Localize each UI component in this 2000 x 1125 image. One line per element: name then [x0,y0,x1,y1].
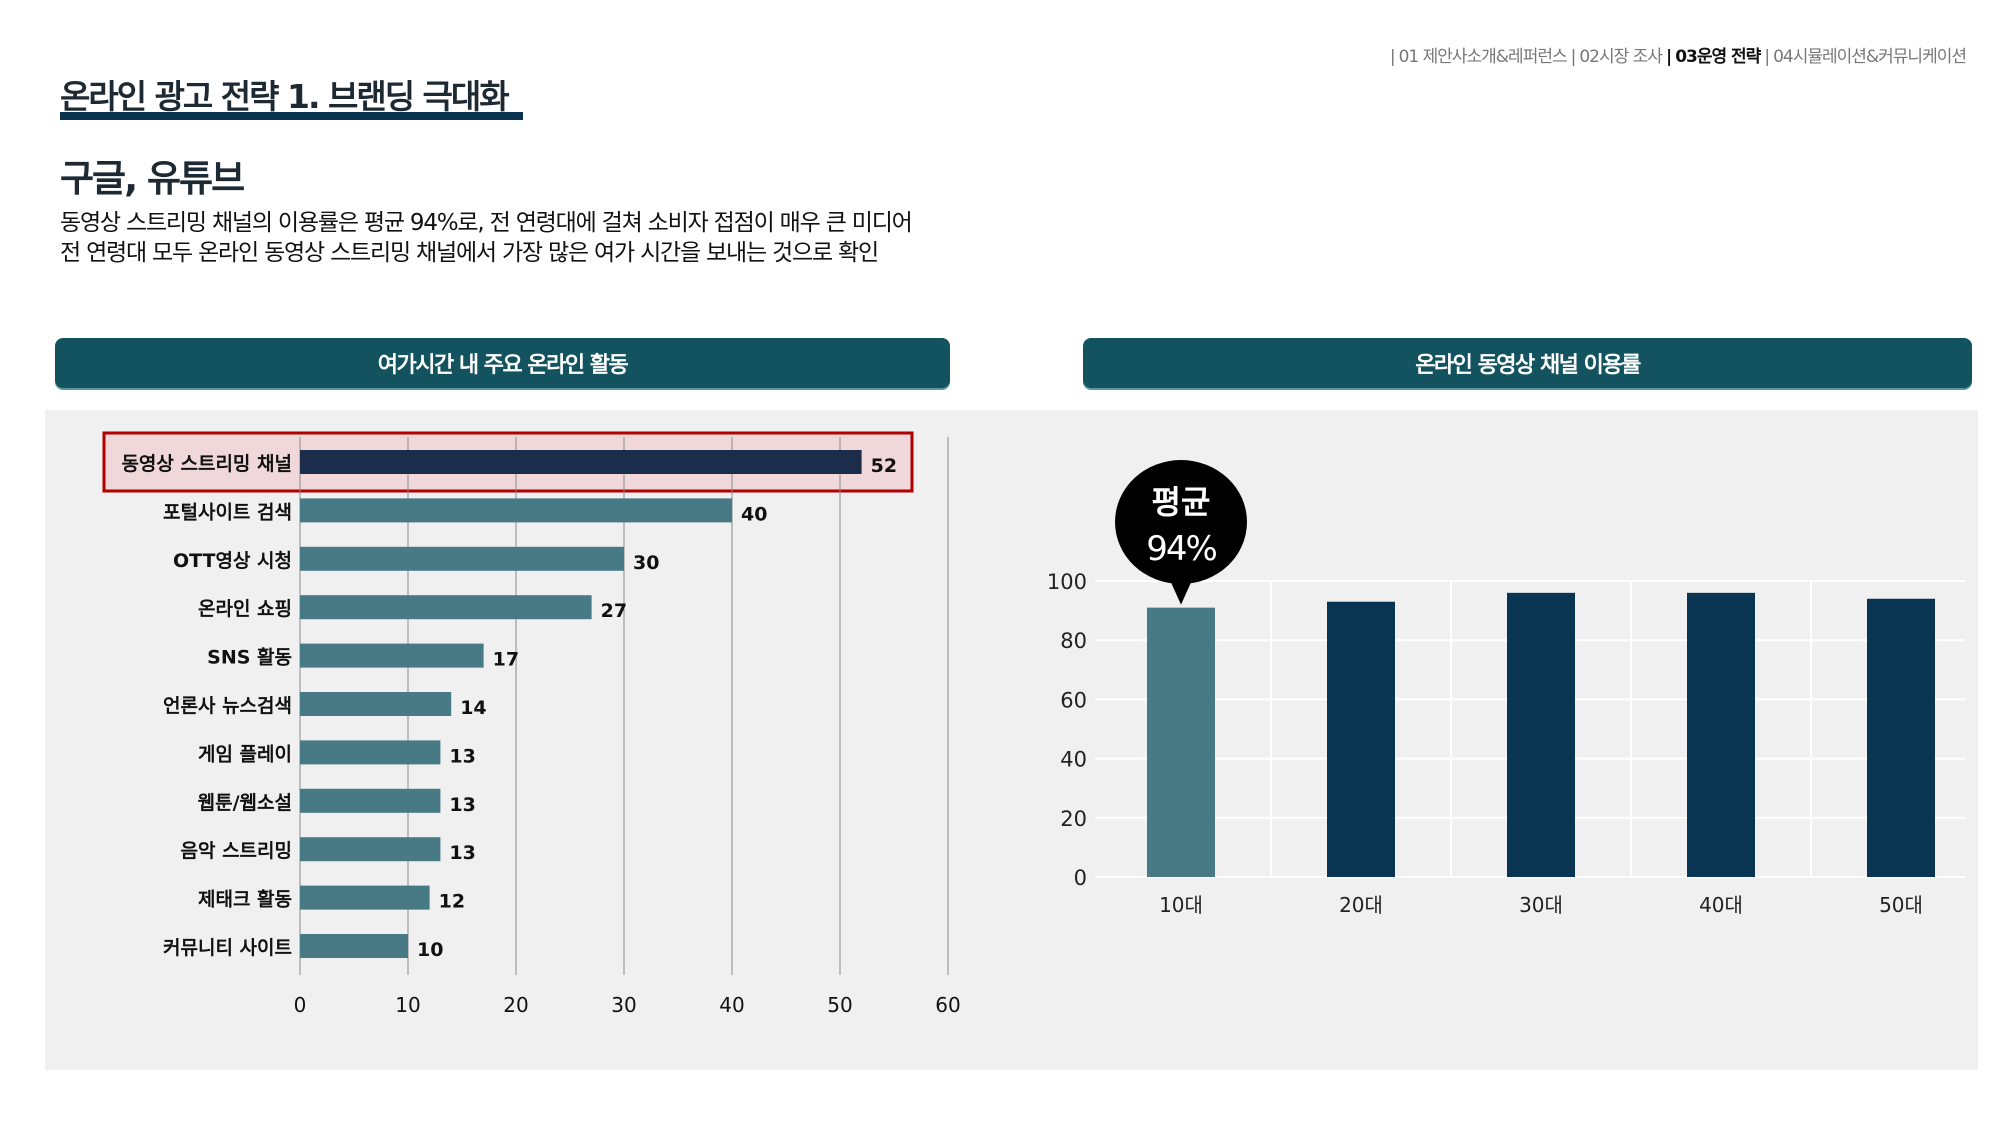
title-underline [60,112,523,120]
description: 동영상 스트리밍 채널의 이용률은 평균 94%로, 전 연령대에 걸쳐 소비자… [60,208,913,268]
bar [300,788,441,813]
bar [300,498,732,523]
annotation-pointer [1169,578,1193,605]
category-label: 동영상 스트리밍 채널 [121,453,292,475]
category-label: OTT영상 시청 [173,550,292,572]
data-label: 17 [493,649,519,671]
x-tick-label: 0 [294,993,307,1017]
nav-item[interactable]: 03운영 전략 [1675,47,1761,67]
data-label: 13 [449,745,475,767]
nav-item[interactable]: 04시뮬레이션&커뮤니케이션 [1773,47,1967,67]
bar [300,450,862,474]
left-chart-header: 여가시간 내 주요 온라인 활동 [55,338,950,388]
bar [300,740,441,765]
bar [300,595,592,620]
description-line: 전 연령대 모두 온라인 동영상 스트리밍 채널에서 가장 많은 여가 시간을 … [60,240,879,266]
x-tick-label: 20 [503,993,528,1017]
category-label: 40대 [1699,893,1743,917]
nav-separator: | [1570,47,1577,67]
data-label: 12 [439,891,465,913]
annotation-label: 평균 [1152,483,1211,521]
data-label: 13 [449,794,475,816]
bar [1147,607,1215,877]
data-label: 14 [460,697,486,719]
bar [300,546,624,571]
nav-item[interactable]: 01 제안사소개&레퍼런스 [1398,47,1568,67]
bar [1507,592,1575,877]
y-tick-label: 40 [1060,748,1087,772]
category-label: 20대 [1339,893,1383,917]
x-tick-label: 40 [719,993,744,1017]
nav-separator: | [1764,47,1770,67]
category-label: 30대 [1519,893,1563,917]
bar [1687,592,1755,877]
category-label: SNS 활동 [207,647,292,669]
bar [300,643,484,668]
data-label: 52 [871,455,897,477]
x-tick-label: 60 [935,993,960,1017]
y-tick-label: 0 [1074,866,1087,890]
category-label: 50대 [1879,893,1923,917]
y-tick-label: 100 [1047,570,1087,594]
data-label: 13 [449,842,475,864]
bar [300,692,452,716]
annotation-bubble [1115,460,1247,584]
category-label: 온라인 쇼핑 [198,598,292,620]
page-title: 온라인 광고 전략 1. 브랜딩 극대화 [60,77,510,116]
x-tick-label: 50 [827,993,852,1017]
data-label: 27 [601,600,627,622]
data-label: 10 [417,939,443,961]
y-tick-label: 20 [1060,807,1087,831]
y-tick-label: 80 [1060,629,1087,653]
category-label: 포털사이트 검색 [163,501,292,523]
category-label: 음악 스트리밍 [181,840,293,862]
right-chart-header: 온라인 동영상 채널 이용률 [1083,338,1972,388]
description-line: 동영상 스트리밍 채널의 이용률은 평균 94%로, 전 연령대에 걸쳐 소비자… [60,210,913,236]
category-label: 제태크 활동 [198,889,292,911]
page-subtitle: 구글, 유튜브 [60,157,245,200]
annotation-value: 94% [1146,529,1216,569]
bar [300,934,408,958]
category-label: 게임 플레이 [198,743,292,765]
category-label: 웹툰/웹소설 [198,792,292,814]
nav-separator: | [1389,47,1396,67]
bar [1327,601,1395,877]
x-tick-label: 10 [395,993,420,1017]
category-label: 10대 [1159,893,1203,917]
data-label: 40 [741,503,767,525]
bar [300,885,430,910]
nav-item[interactable]: 02시장 조사 [1579,47,1663,67]
x-tick-label: 30 [611,993,636,1017]
bar [300,837,441,862]
data-label: 30 [633,552,659,574]
category-label: 언론사 뉴스검색 [163,695,292,717]
nav-separator: | [1665,47,1672,67]
category-label: 커뮤니티 사이트 [163,937,292,959]
bar [1867,598,1935,877]
y-tick-label: 60 [1060,688,1087,712]
section-nav: | 01 제안사소개&레퍼런스 | 02시장 조사 | 03운영 전략 | 04시뮬레이션&커… [1386,42,1967,67]
